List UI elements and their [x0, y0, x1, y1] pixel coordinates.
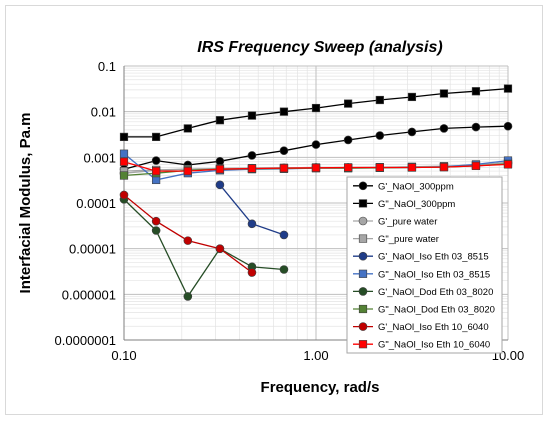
chart-frame [5, 5, 543, 415]
data-point [311, 103, 321, 113]
data-point [152, 132, 161, 142]
legend-marker [358, 199, 368, 208]
legend-marker [358, 251, 368, 261]
data-point [215, 180, 225, 190]
data-point [183, 166, 192, 176]
x-axis-label: Frequency, rad/s [261, 379, 380, 396]
legend-label: G'_pure water [378, 217, 437, 228]
data-point [119, 149, 129, 158]
data-point [503, 121, 513, 131]
series-line [123, 194, 253, 274]
data-point [344, 99, 353, 108]
legend-label: G'_NaOl_Dod Eth 03_8020 [378, 287, 493, 298]
data-point [119, 171, 129, 180]
y-tick-label: 0.001 [83, 150, 116, 165]
data-point [439, 89, 449, 98]
y-tick-label: 0.000001 [62, 287, 116, 302]
data-point [151, 216, 161, 226]
series-line [123, 198, 285, 298]
data-point [439, 124, 449, 133]
legend-label: G'_NaOl_Iso Eth 03_8515 [378, 252, 489, 263]
data-point [503, 160, 513, 169]
data-point [119, 157, 129, 166]
data-point [215, 116, 225, 125]
legend-marker [358, 304, 368, 314]
legend-marker [358, 322, 368, 331]
legend-marker [358, 340, 368, 349]
data-point [151, 156, 161, 165]
data-point [311, 163, 321, 172]
data-point [119, 190, 129, 200]
legend-label: G"_NaOl_Dod Eth 03_8020 [378, 305, 495, 316]
data-point [375, 95, 384, 105]
data-point [183, 124, 192, 133]
legend-marker [358, 181, 368, 191]
y-tick-label: 0.0000001 [55, 333, 116, 348]
y-tick-label: 0.1 [98, 59, 116, 74]
data-point [247, 111, 257, 120]
data-point [279, 146, 289, 155]
data-point [151, 226, 161, 235]
data-point [247, 219, 257, 229]
data-point [215, 156, 225, 166]
legend-marker [358, 269, 368, 278]
data-point [183, 292, 193, 301]
data-point [311, 140, 321, 149]
data-point [119, 132, 129, 142]
y-tick-label: 0.00001 [69, 242, 116, 257]
data-point [152, 166, 161, 176]
legend-label: G"_NaOl_Iso Eth 10_6040 [378, 340, 490, 351]
data-point [247, 268, 257, 277]
data-point [503, 84, 513, 93]
data-point [344, 163, 353, 172]
chart-title: IRS Frequency Sweep (analysis) [197, 39, 442, 56]
legend-box [346, 176, 503, 354]
data-point [183, 236, 193, 245]
legend-marker [358, 287, 368, 296]
data-point [279, 230, 289, 240]
x-tick-label: 1.00 [303, 348, 328, 363]
y-tick-label: 0.0001 [76, 196, 116, 211]
data-point [471, 122, 481, 132]
data-point [247, 151, 257, 160]
data-point [471, 87, 481, 96]
legend-label: G'_NaOl_Iso Eth 10_6040 [378, 322, 489, 333]
data-point [407, 127, 417, 137]
data-point [407, 92, 417, 102]
legend-marker [358, 234, 368, 243]
x-tick-label: 0.10 [111, 348, 136, 363]
legend-label: G"_NaOl_300ppm [378, 199, 455, 210]
data-point [279, 164, 289, 173]
data-point [152, 175, 161, 185]
data-point [407, 163, 417, 172]
data-point [343, 135, 353, 145]
y-tick-label: 0.01 [91, 105, 116, 120]
legend-marker [358, 216, 368, 226]
legend-label: G"_pure water [378, 234, 439, 245]
legend-label: G'_NaOl_300ppm [378, 181, 454, 192]
data-point [375, 163, 384, 172]
data-point [215, 165, 225, 174]
data-point [471, 161, 481, 170]
data-point [439, 163, 449, 172]
data-point [375, 131, 385, 140]
y-axis-label: Interfacial Modulus, Pa.m [17, 113, 34, 294]
legend-label: G"_NaOl_Iso Eth 03_8515 [378, 269, 490, 280]
data-point [279, 265, 289, 274]
data-point [279, 107, 289, 116]
data-point [247, 164, 257, 173]
data-point [215, 244, 225, 253]
